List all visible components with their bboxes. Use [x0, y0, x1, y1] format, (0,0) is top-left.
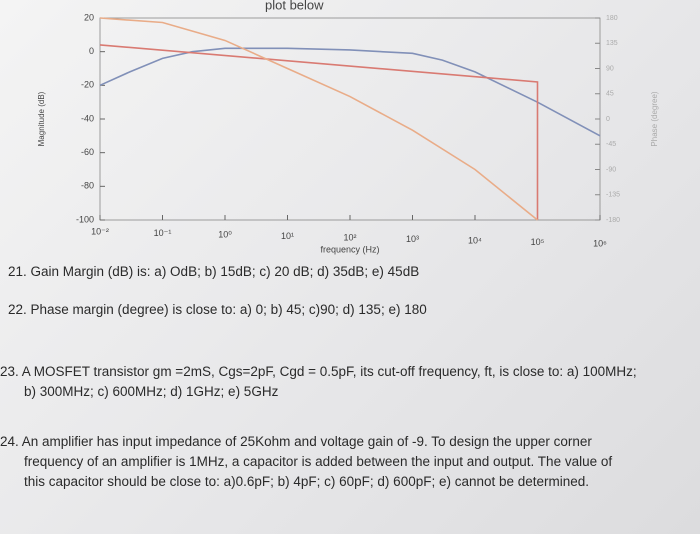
- y2-tick-label: -90: [606, 166, 616, 173]
- y2-tick-label: 90: [606, 65, 614, 72]
- question-line: b) 300MHz; c) 600MHz; d) 1GHz; e) 5GHz: [24, 384, 279, 399]
- x-tick-label: 10⁵: [531, 237, 545, 247]
- curve: [99, 17, 539, 221]
- question-line: this capacitor should be close to: a)0.6…: [24, 474, 590, 489]
- y-tick-label: 0: [89, 46, 94, 56]
- y2-tick-label: 45: [606, 91, 614, 98]
- bode-plot: plot below 20 0 -20 -40 -60 -80 -100 180 135 90 45…: [37, 0, 659, 254]
- y-tick-label: -60: [81, 147, 94, 157]
- y2-tick-label: -45: [606, 141, 616, 148]
- y2-axis-label: Phase (degree): [650, 91, 659, 146]
- y2-tick-label: 135: [606, 40, 618, 47]
- question-line: 22. Phase margin (degree) is close to: a…: [8, 302, 427, 317]
- x-tick-label: 10⁻²: [91, 226, 109, 236]
- x-tick-label: 10¹: [281, 231, 294, 241]
- question-line: 24. An amplifier has input impedance of …: [0, 434, 592, 449]
- y-tick-label: 20: [84, 12, 94, 22]
- y2-tick-label: 180: [606, 15, 618, 22]
- y-tick-label: -80: [81, 181, 94, 191]
- x-tick-label: 10⁻¹: [154, 228, 172, 238]
- x-tick-label: 10²: [343, 232, 356, 242]
- x-tick-label: 10³: [406, 234, 419, 244]
- y-tick-label: -20: [81, 80, 94, 90]
- y2-tick-label: -135: [606, 192, 620, 199]
- x-tick-label: 10⁰: [218, 229, 232, 239]
- y-tick-label: -100: [76, 214, 94, 224]
- question-line: frequency of an amplifier is 1MHz, a cap…: [24, 454, 613, 469]
- x-tick-label: 10⁴: [468, 235, 482, 245]
- x-axis-label: frequency (Hz): [320, 244, 379, 254]
- curve: [99, 47, 601, 137]
- question-line: 21. Gain Margin (dB) is: a) OdB; b) 15dB…: [8, 264, 420, 279]
- plot-frame: [99, 17, 601, 221]
- curve: [99, 44, 539, 220]
- header: plot below: [265, 0, 324, 12]
- y2-tick-label: 0: [606, 116, 610, 123]
- question-line: 23. A MOSFET transistor gm =2mS, Cgs=2pF…: [0, 364, 637, 379]
- y-tick-label: -40: [81, 113, 94, 123]
- y2-tick-label: -180: [606, 217, 620, 224]
- x-tick-label: 10⁶: [593, 238, 607, 248]
- y-axis-label: Magnitude (dB): [37, 91, 46, 146]
